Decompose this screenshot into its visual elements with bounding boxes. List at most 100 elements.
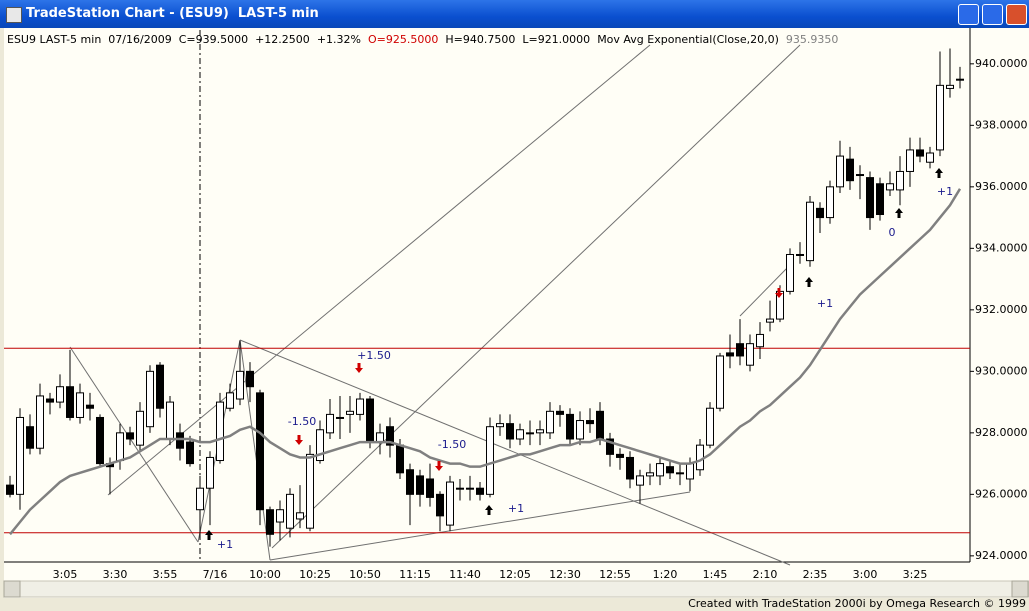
moving-average: [9, 188, 962, 536]
annotation: +1: [508, 502, 524, 515]
scrollbar[interactable]: [3, 580, 1029, 598]
candle-body: [56, 386, 64, 403]
candle-body: [806, 201, 814, 262]
scroll-right[interactable]: [1011, 580, 1029, 598]
candle-body: [876, 183, 884, 216]
annotation: -1.50: [438, 438, 466, 451]
candle-body: [636, 475, 644, 486]
x-tick-label: 1:20: [653, 568, 678, 581]
candle-body: [676, 472, 684, 475]
candle-body: [6, 484, 14, 495]
x-tick-label: 1:45: [703, 568, 728, 581]
y-tick-label: 934.0000: [975, 241, 1028, 254]
x-tick-label: 2:35: [803, 568, 828, 581]
x-tick-label: 11:40: [449, 568, 481, 581]
candle-body: [466, 487, 474, 490]
y-tick-label: 938.0000: [975, 118, 1028, 131]
high: H=940.7500: [445, 33, 516, 46]
x-tick-label: 3:00: [853, 568, 878, 581]
candle-body: [796, 253, 804, 256]
candle-body: [426, 478, 434, 498]
candle-body: [476, 487, 484, 495]
x-tick-label: 12:05: [499, 568, 531, 581]
candle-body: [656, 463, 664, 477]
candle-body: [296, 512, 304, 520]
candle-body: [416, 475, 424, 495]
candle-body: [586, 420, 594, 425]
annotation: 0: [889, 226, 896, 239]
open: O=925.5000: [367, 33, 439, 46]
candle-body: [826, 186, 834, 219]
candle-body: [126, 432, 134, 440]
x-tick-label: 3:05: [53, 568, 78, 581]
candle-body: [36, 395, 44, 449]
trend-line: [107, 44, 651, 496]
candle-body: [816, 207, 824, 219]
sell-arrow: [355, 363, 363, 373]
app-icon: [6, 7, 22, 23]
buy-arrow: [805, 277, 813, 287]
candle-body: [326, 413, 334, 434]
annotation: +1: [217, 538, 233, 551]
y-tick-label: 936.0000: [975, 180, 1028, 193]
candle-body: [356, 398, 364, 415]
change-pct: +1.32%: [316, 33, 361, 46]
candle-body: [236, 370, 244, 400]
x-tick-label: 2:10: [753, 568, 778, 581]
scroll-left[interactable]: [3, 580, 21, 598]
candle-body: [646, 472, 654, 477]
candle-body: [616, 453, 624, 458]
minimize-button[interactable]: [958, 4, 979, 25]
date: 07/16/2009: [108, 33, 172, 46]
trend-line: [271, 44, 801, 549]
x-tick-label: 11:15: [399, 568, 431, 581]
candle-body: [96, 416, 104, 465]
x-tick-label: 12:55: [599, 568, 631, 581]
candle-body: [76, 392, 84, 418]
candle-body: [716, 355, 724, 409]
symbol: ESU9 LAST-5 min: [7, 33, 102, 46]
candle-body: [306, 453, 314, 529]
candle-body: [226, 392, 234, 409]
buy-arrow: [895, 208, 903, 218]
y-tick-label: 926.0000: [975, 487, 1028, 500]
buy-arrow: [205, 530, 213, 540]
candle-body: [786, 253, 794, 292]
indicator-name: Mov Avg Exponential(Close,20,0): [597, 33, 779, 46]
candle-body: [456, 487, 464, 490]
candle-body: [946, 84, 954, 89]
candle-body: [16, 416, 24, 495]
candle-body: [856, 174, 864, 177]
x-tick-label: 3:25: [903, 568, 928, 581]
candle-body: [86, 404, 94, 409]
candle-body: [216, 401, 224, 462]
trend-line: [69, 346, 199, 543]
candle-body: [866, 177, 874, 219]
sell-arrow: [295, 435, 303, 445]
candle-body: [626, 456, 634, 480]
candle-body: [26, 426, 34, 449]
candle-body: [916, 149, 924, 157]
candle-body: [206, 456, 214, 489]
candle-body: [446, 481, 454, 526]
candle-body: [336, 416, 344, 419]
candle-body: [726, 352, 734, 357]
x-tick-label: 3:30: [103, 568, 128, 581]
candle-body: [566, 413, 574, 440]
candle-body: [596, 410, 604, 440]
x-tick-label: 12:30: [549, 568, 581, 581]
info-line: ESU9 LAST-5 min 07/16/2009 C=939.5000 +12.2…: [7, 33, 845, 46]
candle-body: [926, 152, 934, 163]
candle-body: [166, 401, 174, 440]
candle-body: [286, 493, 294, 529]
x-tick-label: 10:50: [349, 568, 381, 581]
x-tick-label: 7/16: [203, 568, 228, 581]
y-tick-label: 928.0000: [975, 426, 1028, 439]
close-button[interactable]: [1006, 4, 1027, 25]
indicator-value: 935.9350: [785, 33, 839, 46]
candle-body: [606, 438, 614, 455]
maximize-button[interactable]: [982, 4, 1003, 25]
candle-body: [136, 410, 144, 446]
low: L=921.0000: [522, 33, 591, 46]
